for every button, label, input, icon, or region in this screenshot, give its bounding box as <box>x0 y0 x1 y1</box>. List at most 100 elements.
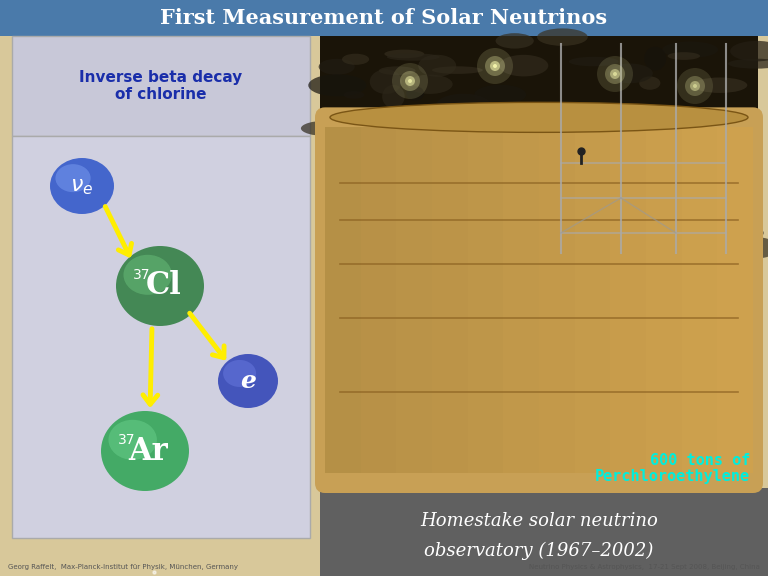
Ellipse shape <box>340 109 384 131</box>
Ellipse shape <box>422 146 450 161</box>
Bar <box>574 127 611 473</box>
Bar <box>646 127 682 473</box>
Ellipse shape <box>330 103 748 132</box>
Ellipse shape <box>530 219 545 228</box>
Bar <box>468 127 503 473</box>
Circle shape <box>690 81 700 91</box>
Ellipse shape <box>576 229 625 249</box>
Ellipse shape <box>727 113 761 129</box>
Bar <box>325 127 361 473</box>
Text: Cl: Cl <box>146 271 181 301</box>
Ellipse shape <box>639 77 660 90</box>
Circle shape <box>490 61 500 71</box>
Text: Perchloroethylene: Perchloroethylene <box>595 469 750 484</box>
Circle shape <box>405 76 415 86</box>
Ellipse shape <box>407 74 452 94</box>
Ellipse shape <box>574 227 609 249</box>
Ellipse shape <box>562 122 607 130</box>
Ellipse shape <box>585 137 617 150</box>
Ellipse shape <box>607 63 653 83</box>
Ellipse shape <box>432 66 483 74</box>
Circle shape <box>392 63 428 99</box>
Circle shape <box>597 56 633 92</box>
Ellipse shape <box>602 267 631 291</box>
Ellipse shape <box>587 201 641 219</box>
Ellipse shape <box>644 47 666 70</box>
Text: Ar: Ar <box>129 435 168 467</box>
Circle shape <box>613 72 617 76</box>
Ellipse shape <box>50 158 114 214</box>
Ellipse shape <box>394 135 411 152</box>
Circle shape <box>485 56 505 76</box>
Ellipse shape <box>400 182 415 203</box>
Bar <box>539 127 574 473</box>
Ellipse shape <box>342 54 369 65</box>
Ellipse shape <box>731 237 768 259</box>
Text: Homestake solar neutrino: Homestake solar neutrino <box>420 513 658 530</box>
Bar <box>12 36 310 136</box>
Ellipse shape <box>343 91 364 98</box>
Ellipse shape <box>499 55 548 77</box>
Ellipse shape <box>116 246 204 326</box>
Ellipse shape <box>465 241 509 262</box>
Ellipse shape <box>387 54 439 60</box>
Circle shape <box>408 79 412 83</box>
Ellipse shape <box>344 258 404 266</box>
Ellipse shape <box>382 85 405 108</box>
Ellipse shape <box>730 41 768 62</box>
Ellipse shape <box>498 188 531 194</box>
Ellipse shape <box>569 57 619 66</box>
Ellipse shape <box>662 41 718 58</box>
Ellipse shape <box>419 55 456 77</box>
Bar <box>12 136 310 538</box>
Ellipse shape <box>319 59 355 75</box>
Ellipse shape <box>403 231 435 240</box>
Ellipse shape <box>316 203 359 209</box>
Text: Neutrino Physics & Astrophysics,  17-21 Sept 2008, Beijing, China: Neutrino Physics & Astrophysics, 17-21 S… <box>529 564 760 570</box>
Ellipse shape <box>495 33 534 48</box>
Ellipse shape <box>384 209 423 229</box>
Ellipse shape <box>667 52 700 60</box>
Ellipse shape <box>436 94 490 116</box>
Ellipse shape <box>406 86 424 101</box>
Ellipse shape <box>726 225 763 240</box>
Ellipse shape <box>628 129 663 151</box>
Ellipse shape <box>55 164 91 192</box>
Circle shape <box>610 69 620 79</box>
Ellipse shape <box>607 250 655 271</box>
Ellipse shape <box>458 197 478 214</box>
Bar <box>320 36 758 488</box>
Ellipse shape <box>654 116 697 126</box>
Bar <box>320 488 768 576</box>
Ellipse shape <box>508 131 552 142</box>
Bar <box>361 127 396 473</box>
Ellipse shape <box>101 411 189 491</box>
Text: Georg Raffelt,  Max-Planck-Institut für Physik, München, Germany: Georg Raffelt, Max-Planck-Institut für P… <box>8 564 238 570</box>
Bar <box>432 127 468 473</box>
Ellipse shape <box>384 50 424 58</box>
Circle shape <box>477 48 513 84</box>
Bar <box>503 127 539 473</box>
Text: 600 tons of: 600 tons of <box>650 453 750 468</box>
Text: 37: 37 <box>118 433 135 447</box>
Ellipse shape <box>223 360 256 387</box>
Ellipse shape <box>633 275 665 281</box>
Ellipse shape <box>720 137 750 147</box>
Ellipse shape <box>218 354 278 408</box>
Ellipse shape <box>475 85 526 104</box>
Ellipse shape <box>469 130 487 142</box>
Ellipse shape <box>548 169 596 178</box>
Ellipse shape <box>471 146 495 156</box>
Ellipse shape <box>607 185 624 200</box>
Ellipse shape <box>538 179 578 198</box>
Ellipse shape <box>677 273 729 294</box>
Ellipse shape <box>411 246 428 261</box>
Bar <box>611 127 646 473</box>
Ellipse shape <box>439 209 466 222</box>
Text: 37: 37 <box>133 268 151 282</box>
Ellipse shape <box>468 213 504 231</box>
Ellipse shape <box>502 124 546 133</box>
Ellipse shape <box>434 200 481 214</box>
Ellipse shape <box>108 420 157 460</box>
Circle shape <box>685 76 705 96</box>
